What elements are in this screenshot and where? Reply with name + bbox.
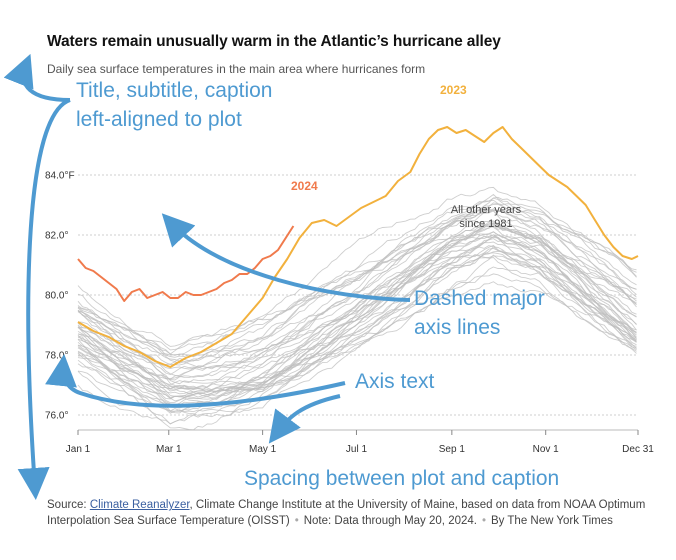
background-year-line [77,202,637,347]
y-tick-label: 82.0° [45,231,68,242]
x-tick-label: Dec 31 [622,444,654,455]
background-year-line [77,254,637,431]
background-year-line [77,246,637,400]
meta-axis-text-note: Axis text [355,370,435,393]
background-year-line [77,231,637,381]
source-caption: Source: Climate Reanalyzer, Climate Chan… [47,498,647,529]
meta-gridline-note-line1: Dashed major [414,287,545,310]
series-label-2024: 2024 [291,179,318,193]
x-axis: Jan 1 Mar 1 May 1 Jul 1 Sep 1 Nov 1 Dec 31 [66,429,654,455]
background-year-line [77,203,637,362]
source-prefix: Source: [47,499,90,511]
series-line-2024 [77,225,295,302]
background-year-line [77,221,637,380]
background-year-line [77,222,637,394]
background-year-line [77,208,637,365]
other-years-label-line2: since 1981 [459,218,512,230]
arrow-axis-text-x [268,394,341,444]
separator-dot: • [481,514,486,527]
arrow-title-note [3,53,71,102]
meta-title-note-line1: Title, subtitle, caption [76,79,273,102]
x-tick-label: Mar 1 [156,444,182,455]
chart-subtitle: Daily sea surface temperatures in the ma… [47,62,426,76]
meta-spacing-note: Spacing between plot and caption [244,467,559,490]
x-tick-label: Jan 1 [66,444,91,455]
chart-title: Waters remain unusually warm in the Atla… [47,33,501,50]
background-year-line [77,248,637,404]
background-year-line [77,209,637,356]
meta-annotations: Title, subtitle, caption left-aligned to… [3,53,559,500]
source-rest: , Climate Change Institute at the Univer… [47,499,646,527]
y-tick-label: 80.0° [45,291,68,302]
source-link[interactable]: Climate Reanalyzer [89,499,190,511]
meta-title-note-line2: left-aligned to plot [76,108,242,131]
background-year-line [77,234,637,386]
source-credit: By The New York Times [491,514,613,527]
x-tick-label: May 1 [249,444,277,455]
other-years-label-line1: All other years [451,204,522,216]
arrow-gridline-note [161,213,411,302]
background-year-line [77,186,637,355]
y-tick-label: 78.0° [45,351,68,362]
series-line-2023 [77,126,639,368]
background-year-line [77,224,637,395]
background-years-lines [77,186,637,431]
background-year-line [77,225,637,371]
background-year-line [77,241,637,416]
x-tick-label: Jul 1 [346,444,368,455]
series-label-2023: 2023 [440,83,467,97]
x-tick-label: Sep 1 [439,444,466,455]
arrow-caption-spacing [17,98,71,500]
source-note: Note: Data through May 20, 2024. [303,514,477,527]
meta-gridline-note-line2: axis lines [414,316,500,339]
y-axis-ticks: 76.0° 78.0° 80.0° 82.0° 84.0°F [45,171,75,422]
background-year-line [77,196,637,357]
separator-dot: • [294,514,299,527]
background-year-line [77,199,637,370]
background-year-line [77,244,637,414]
arrow-axis-text-y [45,354,346,408]
background-year-line [77,250,637,395]
background-year-line [77,197,637,351]
background-year-line [77,245,637,414]
x-tick-label: Nov 1 [533,444,560,455]
highlight-series [77,126,639,368]
y-tick-label: 76.0° [45,411,68,422]
background-year-line [77,223,637,380]
y-tick-label: 84.0°F [45,171,75,182]
background-year-line [77,208,637,379]
background-year-line [77,281,637,425]
background-year-line [77,234,637,392]
